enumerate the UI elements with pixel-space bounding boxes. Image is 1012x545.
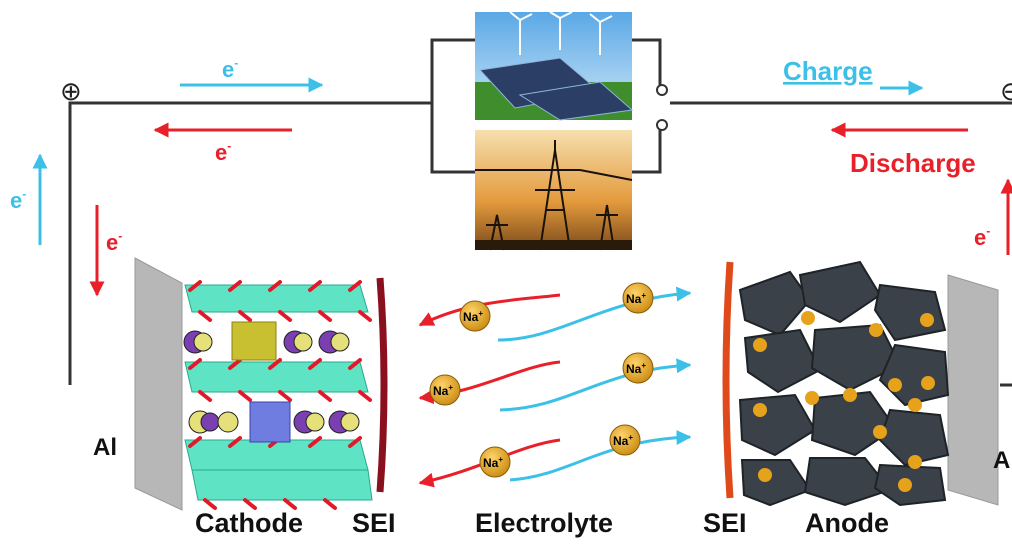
cathode-structure	[183, 280, 373, 510]
svg-text:Na+: Na+	[463, 309, 483, 324]
na-ion: Na+	[609, 424, 641, 456]
solar-wind-photo-icon	[475, 11, 634, 121]
anode-structure	[738, 260, 950, 507]
power-tower-photo-icon	[475, 130, 633, 251]
ion-flows	[418, 286, 692, 488]
electron-label-top-discharge: e-	[215, 139, 231, 165]
svg-text:Na+: Na+	[626, 361, 646, 376]
electrolyte-label: Electrolyte	[475, 508, 613, 538]
sei-layer-anode	[722, 261, 734, 499]
na-ion: Na+	[459, 300, 491, 332]
sei-label-anode: SEI	[703, 508, 747, 538]
discharge-label: Discharge	[850, 148, 976, 178]
svg-text:Na+: Na+	[433, 383, 453, 398]
na-ion: Na+	[479, 446, 511, 478]
negative-terminal-icon: ⊖	[1000, 76, 1012, 106]
na-ion: Na+	[622, 282, 654, 314]
al-collector-right	[947, 274, 999, 506]
sei-label-cathode: SEI	[352, 508, 396, 538]
electron-label-right-discharge: e-	[974, 224, 990, 250]
al-label-left: Al	[93, 434, 117, 461]
na-ion: Na+	[622, 352, 654, 384]
na-ion: Na+	[429, 374, 461, 406]
al-label-right: Al	[993, 447, 1012, 474]
cathode-label: Cathode	[195, 508, 303, 538]
anode-label: Anode	[805, 508, 889, 538]
svg-text:Na+: Na+	[626, 291, 646, 306]
switch-contact-bottom	[656, 119, 668, 131]
charge-label: Charge	[783, 56, 873, 86]
svg-text:Na+: Na+	[613, 433, 633, 448]
positive-terminal-icon: ⊕	[60, 76, 82, 106]
svg-text:Na+: Na+	[483, 455, 503, 470]
electron-label-left-charge: e-	[10, 187, 26, 213]
al-collector-left	[134, 257, 183, 511]
external-circuit	[68, 38, 1012, 387]
electron-label-left-discharge: e-	[106, 229, 122, 255]
sei-layer-cathode	[376, 277, 388, 493]
switch-contact-top	[656, 84, 668, 96]
electron-label-top-charge: e-	[222, 56, 238, 82]
